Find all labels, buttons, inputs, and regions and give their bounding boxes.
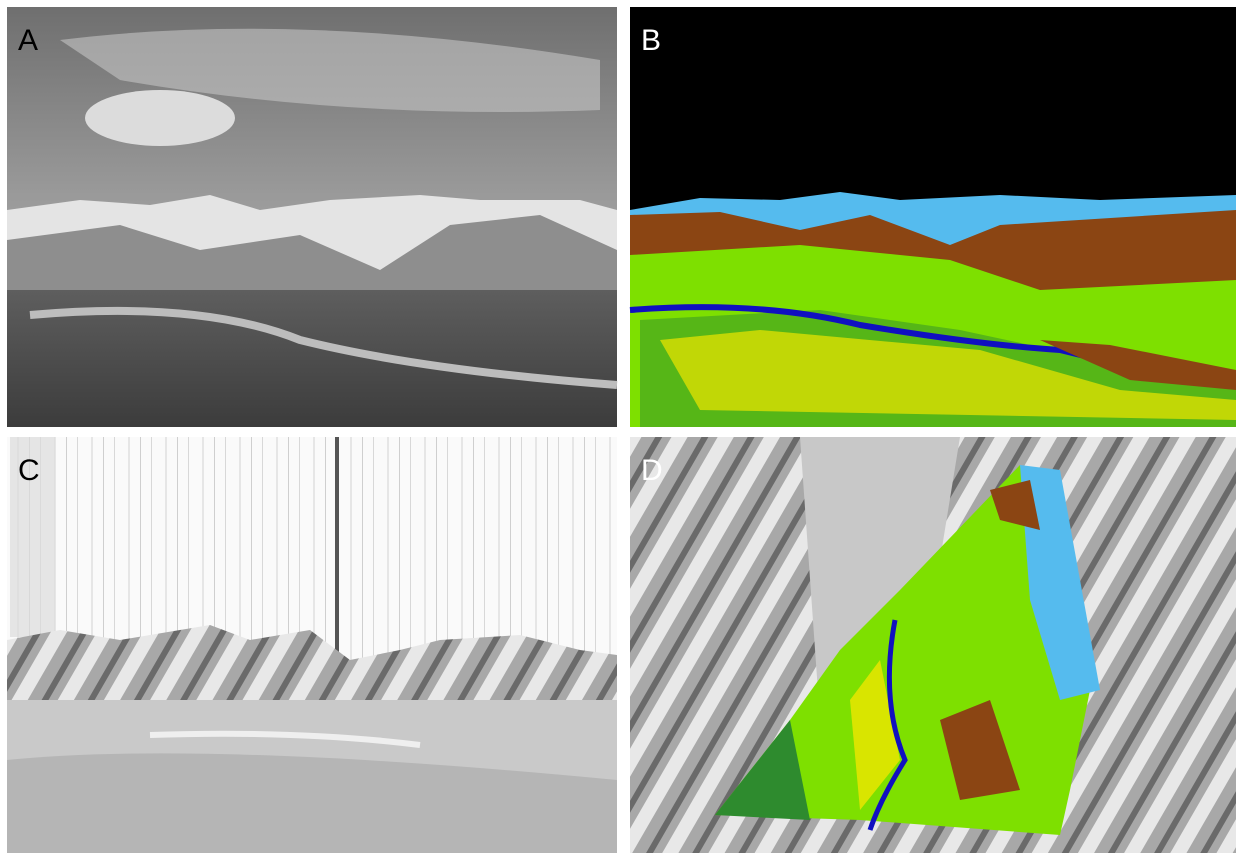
panel-c: C: [7, 437, 617, 853]
panel-label: B: [641, 24, 661, 57]
panel-d: D: [630, 437, 1236, 853]
figure: A B C D: [0, 0, 1236, 854]
panel-label: A: [18, 24, 38, 57]
panel-label: C: [18, 454, 40, 487]
panel-a: A: [7, 7, 617, 427]
panel-b: B: [630, 7, 1236, 427]
panel-label: D: [641, 454, 663, 487]
